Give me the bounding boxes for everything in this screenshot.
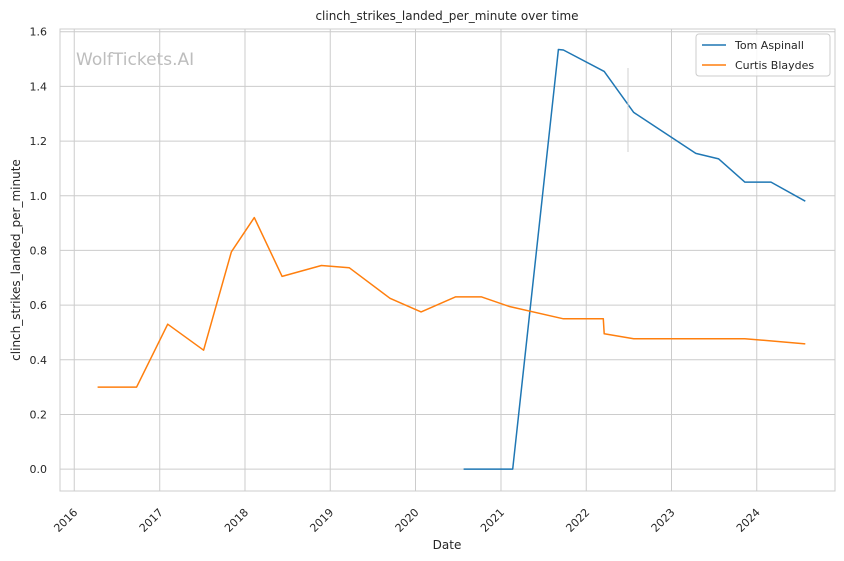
legend-label: Tom Aspinall <box>734 39 804 52</box>
y-tick-label: 1.6 <box>30 26 48 39</box>
legend-box <box>695 33 831 77</box>
series-line-1 <box>97 216 806 388</box>
watermark: WolfTickets.AI <box>76 50 194 70</box>
legend: Tom Aspinall Curtis Blaydes <box>695 33 831 77</box>
x-axis-title: Date <box>433 538 462 552</box>
y-axis-title: clinch_strikes_landed_per_minute <box>9 159 23 361</box>
grid <box>60 29 835 491</box>
y-tick-label: 0.8 <box>30 244 48 257</box>
y-tick-label: 0.6 <box>30 299 48 312</box>
x-axis-ticks: 2016 2017 2018 2019 2020 2021 2022 2023 2024 <box>51 506 762 535</box>
chart-title: clinch_strikes_landed_per_minute over ti… <box>315 9 578 23</box>
y-tick-label: 0.2 <box>30 408 48 421</box>
series-line-0 <box>463 48 806 470</box>
y-tick-label: 0.0 <box>30 463 48 476</box>
plot-frame <box>59 28 836 492</box>
y-tick-label: 1.0 <box>30 190 48 203</box>
series-layer <box>97 48 806 470</box>
y-tick-label: 1.4 <box>30 80 48 93</box>
y-tick-label: 0.4 <box>30 354 48 367</box>
y-axis-ticks: 0.0 0.2 0.4 0.6 0.8 1.0 1.2 1.4 1.6 <box>30 26 48 476</box>
y-tick-label: 1.2 <box>30 135 48 148</box>
legend-label: Curtis Blaydes <box>735 59 814 72</box>
